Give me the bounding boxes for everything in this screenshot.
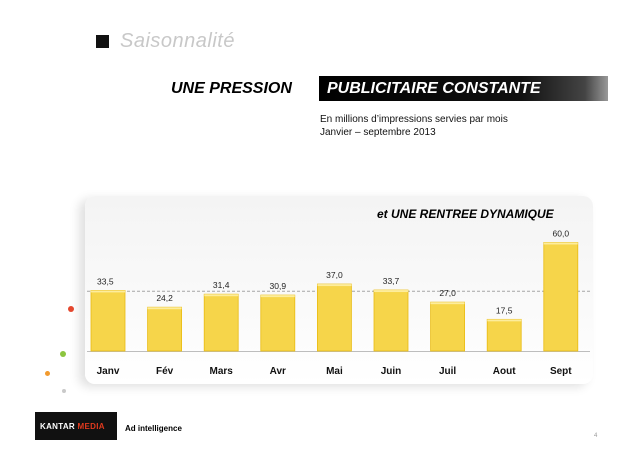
headline-banner: UNE PRESSION PUBLICITAIRE CONSTANTE [150,76,608,101]
bar-highlight-avr [260,295,295,298]
bar-aout [486,318,522,352]
chart-annotation: et UNE RENTREE DYNAMIQUE [377,207,554,221]
chart-subtitle: En millions d’impressions servies par mo… [320,113,508,139]
x-tick-label-juil: Juil [439,366,456,377]
logo-part-1: KANTAR [40,422,75,431]
data-label-sept: 60,0 [553,228,570,238]
x-tick-label-mai: Mai [326,366,343,377]
decor-dot-gray [62,389,66,393]
decor-dot-red [68,306,74,312]
kantar-media-logo-text: KANTAR MEDIA [40,422,105,431]
logo-part-2: MEDIA [77,422,105,431]
bar-highlight-sept [543,242,578,245]
headline-left: UNE PRESSION [150,76,319,101]
bar-highlight-aout [487,319,522,322]
bar-highlight-juil [430,302,465,305]
bar-mai [316,283,352,352]
brand-tagline: Ad intelligence [125,424,182,433]
bar-highlight-mai [317,284,352,287]
bar-highlight-fév [147,307,182,310]
x-tick-label-fév: Fév [156,366,174,377]
bar-fév [147,306,183,352]
x-tick-label-sept: Sept [550,366,572,377]
bar-avr [260,294,296,352]
bar-highlight-janv [91,290,125,293]
x-tick-label-juin: Juin [381,366,402,377]
bar-highlight-juin [374,290,408,293]
headline-right: PUBLICITAIRE CONSTANTE [319,76,608,101]
decor-dot-orange [45,371,50,376]
data-label-mars: 31,4 [213,280,230,290]
kantar-media-logo [35,412,117,440]
data-label-fév: 24,2 [156,293,173,303]
data-label-juil: 27,0 [439,288,456,298]
title-bullet-icon [96,35,109,48]
data-label-juin: 33,7 [383,276,400,286]
data-label-mai: 37,0 [326,270,343,280]
bar-juil [430,301,466,352]
data-label-janv: 33,5 [97,276,114,286]
bar-janv [90,290,126,352]
page-number: 4 [594,433,598,439]
subtitle-period: Janvier – septembre 2013 [320,127,436,138]
slide-title: Saisonnalité [120,30,235,52]
bar-sept [543,242,579,352]
bar-mars [203,293,239,352]
bar-juin [373,289,409,352]
decor-dot-green [60,351,66,357]
subtitle-unit: En millions d’impressions servies par mo… [320,114,508,125]
x-tick-label-janv: Janv [97,366,120,377]
data-label-aout: 17,5 [496,305,513,315]
data-label-avr: 30,9 [270,281,287,291]
x-tick-label-avr: Avr [270,366,286,377]
x-tick-label-aout: Aout [493,366,516,377]
x-tick-label-mars: Mars [210,366,234,377]
bar-highlight-mars [204,294,239,297]
